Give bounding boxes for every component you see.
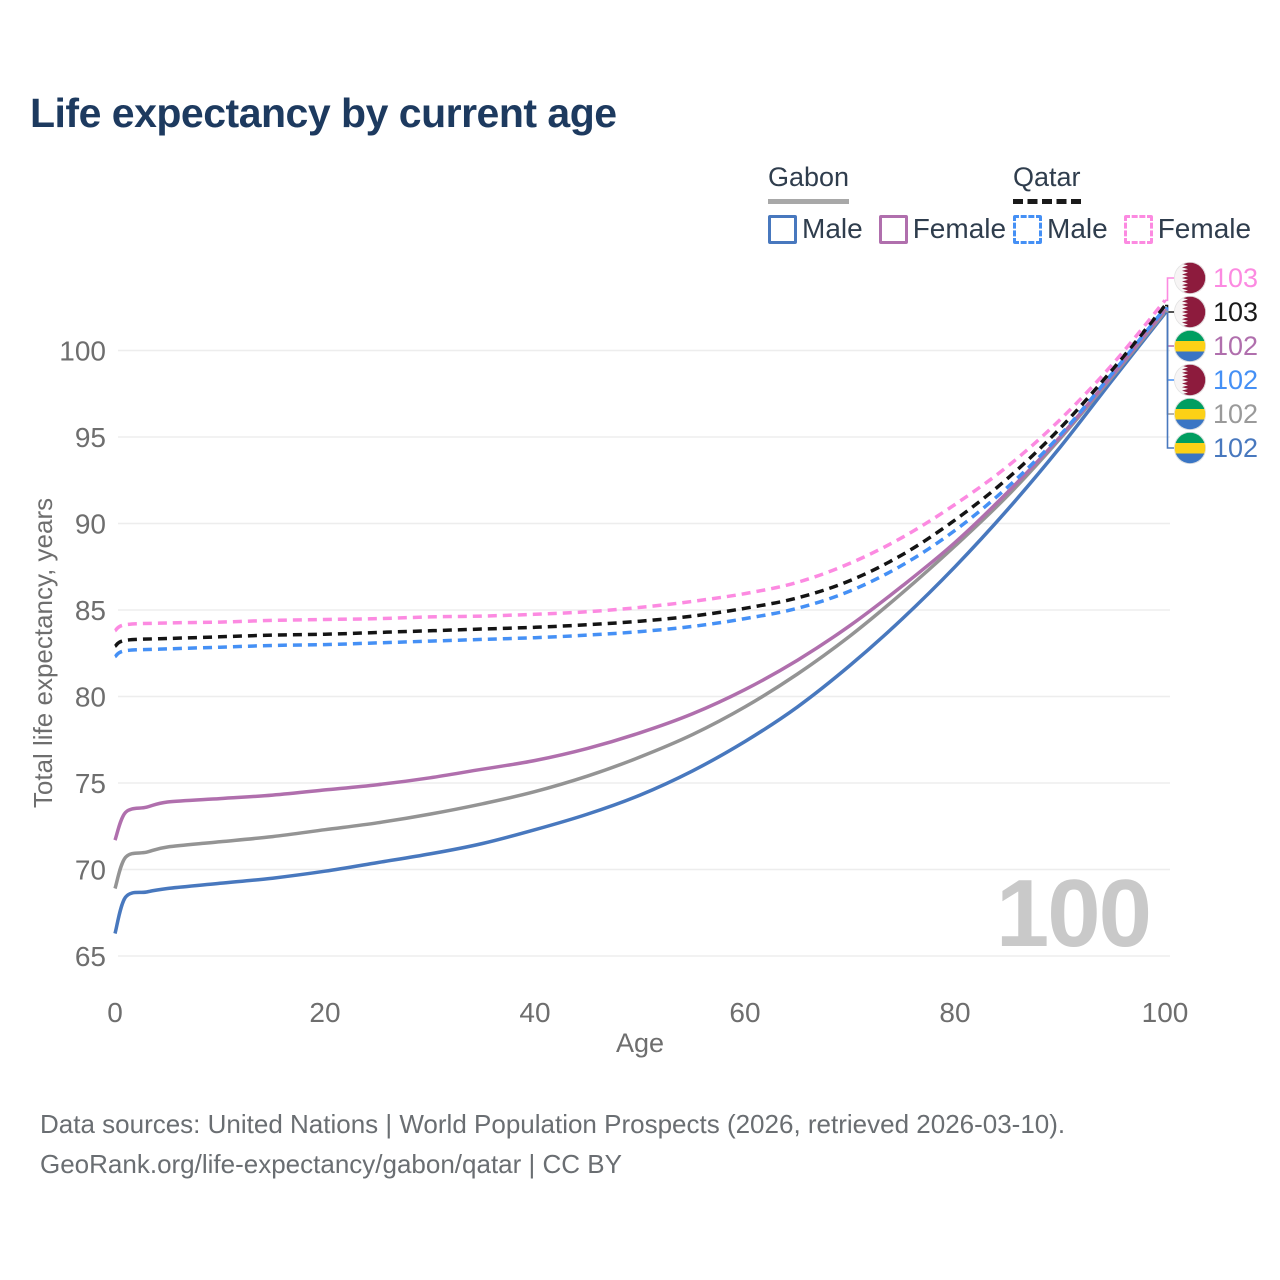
legend-group-qatar: Qatar Male Female (1013, 162, 1251, 245)
footer: Data sources: United Nations | World Pop… (40, 1104, 1065, 1185)
legend-item-gabon-male[interactable]: Male (768, 213, 863, 245)
footer-attribution: GeoRank.org/life-expectancy/gabon/qatar … (40, 1149, 622, 1180)
legend-item-label: Female (912, 213, 1007, 244)
y-tick-label: 100 (59, 336, 106, 367)
y-tick-label: 65 (75, 941, 106, 972)
leader-line-gabon-female (1165, 309, 1174, 347)
series-lines (113, 299, 1167, 935)
y-tick-label: 85 (75, 595, 106, 626)
leader-line-qatar-male (1165, 307, 1174, 381)
y-tick-label: 95 (75, 422, 106, 453)
legend-items-qatar: Male Female (1013, 213, 1251, 245)
y-tick-label: 80 (75, 682, 106, 713)
footer-data-sources: Data sources: United Nations | World Pop… (40, 1109, 1066, 1139)
x-tick-label: 40 (519, 997, 550, 1028)
x-tick-label: 0 (107, 997, 123, 1028)
page-title: Life expectancy by current age (30, 90, 617, 136)
line-gabon[interactable] (113, 310, 1167, 890)
line-qatar-female[interactable] (113, 299, 1167, 633)
legend-item-qatar-male[interactable]: Male (1013, 213, 1108, 245)
line-gabon-female[interactable] (113, 308, 1167, 841)
x-axis-title: Age (616, 1028, 664, 1058)
y-tick-label: 75 (75, 768, 106, 799)
line-gabon-male[interactable] (113, 312, 1167, 935)
axis-labels: 65 70 75 80 85 90 95 100 0 20 40 60 80 100 Age Total li… (28, 336, 1188, 1059)
legend-group-gabon: Gabon Male Female (768, 162, 1006, 245)
leader-line-gabon (1165, 310, 1174, 415)
legend-item-qatar-female[interactable]: Female (1123, 213, 1252, 245)
leader-lines (1165, 277, 1174, 449)
age-watermark: 100 (995, 860, 1152, 967)
legend-item-label: Male (1047, 213, 1108, 244)
x-tick-label: 100 (1142, 997, 1189, 1028)
legend-items-gabon: Male Female (768, 213, 1006, 245)
x-tick-label: 80 (939, 997, 970, 1028)
y-tick-label: 90 (75, 509, 106, 540)
gabon-female-swatch-icon (878, 214, 908, 244)
legend-header-qatar[interactable]: Qatar (1013, 162, 1081, 204)
legend-item-label: Male (802, 213, 863, 244)
x-tick-label: 60 (729, 997, 760, 1028)
legend-header-gabon[interactable]: Gabon (768, 162, 850, 204)
qatar-female-swatch-icon (1123, 214, 1153, 244)
line-qatar-male[interactable] (113, 307, 1167, 659)
line-qatar[interactable] (113, 304, 1167, 648)
gabon-male-swatch-icon (768, 214, 797, 244)
legend-item-label: Female (1157, 213, 1252, 244)
x-tick-label: 20 (309, 997, 340, 1028)
leader-line-gabon-male (1165, 312, 1174, 449)
y-axis-title: Total life expectancy, years (28, 498, 58, 808)
legend-item-gabon-female[interactable]: Female (878, 213, 1007, 245)
y-tick-label: 70 (75, 855, 106, 886)
qatar-male-swatch-icon (1013, 214, 1042, 244)
leader-line-qatar-female (1165, 277, 1174, 302)
